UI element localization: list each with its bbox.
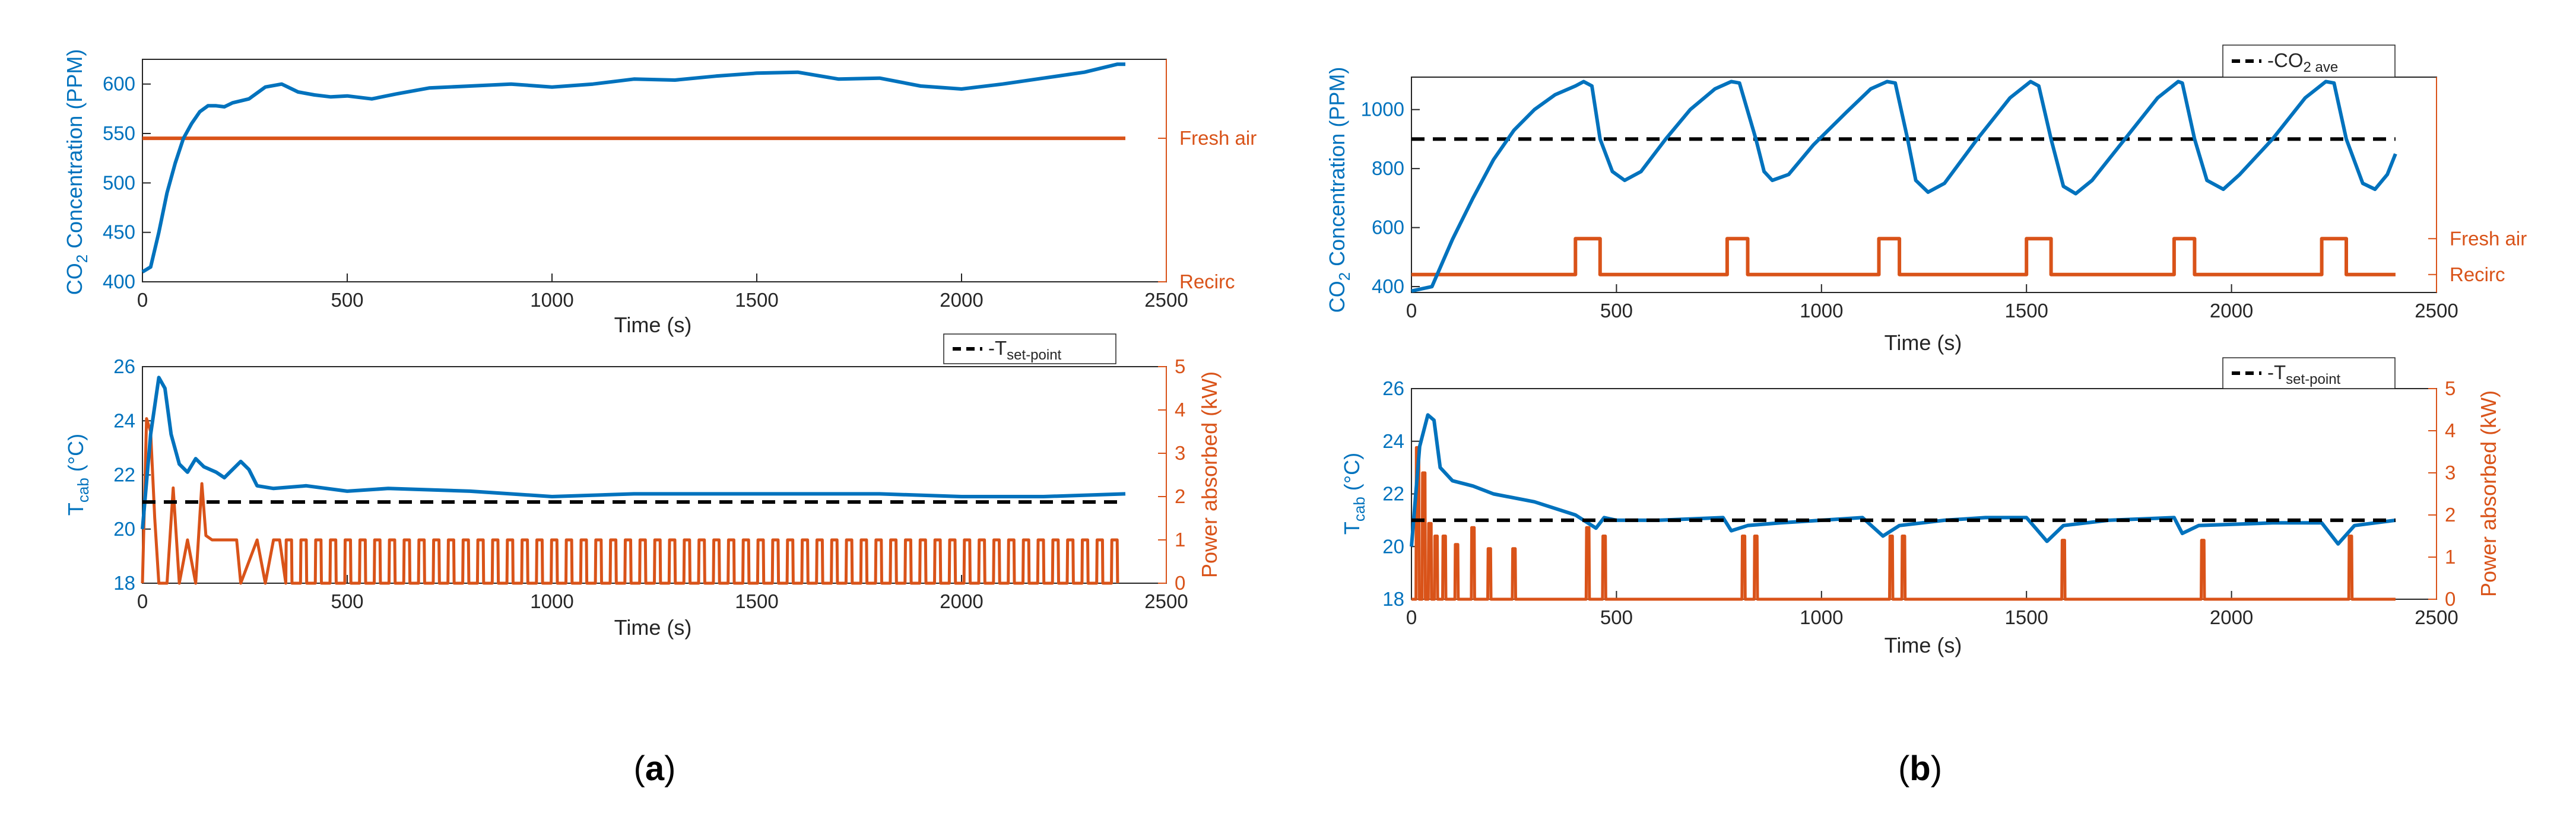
x-axis-label: Time (s): [1885, 330, 1962, 355]
x-tick-label: 2000: [2210, 606, 2253, 628]
x-tick-label: 2500: [1144, 289, 1188, 311]
axes-box: [1411, 388, 2437, 600]
x-tick-label: 2500: [2415, 300, 2458, 322]
y-tick-label: 450: [103, 221, 135, 243]
legend-average-label: -CO2 ave: [2267, 49, 2338, 75]
cabin-temperature-line: [141, 376, 1126, 530]
y-tick-label: 22: [113, 464, 135, 486]
x-tick-label: 1000: [1800, 606, 1843, 628]
panel-a-bottom: 0 500 1000 1500 2000 2500 18 20 22 24 26 0 1 2 3 4 5 -Ts…: [64, 333, 1222, 640]
x-tick-label: 2000: [2210, 300, 2253, 322]
y-tick-label: 24: [113, 409, 135, 431]
right-y-tick-label: 3: [2445, 462, 2456, 484]
x-axis-label: Time (s): [1885, 633, 1962, 657]
x-tick-label: 2500: [1144, 590, 1188, 612]
ventilation-mode-line: [1411, 237, 2396, 276]
y-tick-label: 400: [103, 271, 135, 292]
legend-setpoint-label: -Tset-point: [988, 337, 1062, 363]
power-absorbed-line: [1411, 446, 2396, 601]
x-tick-label: 1000: [530, 289, 573, 311]
x-tick-label: 0: [137, 590, 148, 612]
y-axis-label: CO2 Concentration (PPM): [1325, 67, 1353, 313]
y-tick-label: 22: [1382, 483, 1404, 505]
y-tick-label: 18: [113, 572, 135, 594]
x-tick-label: 1000: [530, 590, 573, 612]
right-y-tick-label: 0: [2445, 588, 2456, 610]
right-y-tick-label: 0: [1175, 572, 1185, 594]
right-y-tick-label: 5: [1175, 355, 1185, 377]
right-y-tick-label: 3: [1175, 442, 1185, 464]
panel-b-top: 0 500 1000 1500 2000 2500 400 600 800 1000 Recirc F…: [1325, 44, 2527, 355]
x-tick-label: 1500: [735, 590, 778, 612]
co2-line: [141, 62, 1125, 274]
panel-b-bottom: 0 500 1000 1500 2000 2500 18 20 22 24 26 0 1 2 3 4 5 -Ts…: [1340, 357, 2501, 657]
y-tick-label: 550: [103, 122, 135, 144]
chart-marks: 0 500 1000 1500 2000 2500 400 450 500 550 600 Recir…: [103, 59, 1257, 311]
right-y-tick-label: 2: [1175, 485, 1185, 507]
y-tick-label: 26: [113, 355, 135, 377]
co2-line: [1411, 80, 2397, 293]
x-tick-label: 500: [331, 289, 363, 311]
right-y-tick-label: 5: [2445, 377, 2456, 399]
power-absorbed-line: [141, 417, 1119, 585]
right-y-tick-label: Recirc: [2450, 263, 2505, 285]
y-axis-label: CO2 Concentration (PPM): [62, 49, 91, 295]
right-y-tick-label: 1: [1175, 529, 1185, 551]
right-y-tick-label: Recirc: [1179, 271, 1235, 292]
y-tick-label: 600: [1372, 217, 1404, 239]
legend-setpoint-label: -Tset-point: [2267, 361, 2341, 387]
axes-box: [1411, 77, 2437, 293]
right-y-tick-label: Fresh air: [2450, 227, 2527, 249]
x-tick-label: 500: [1600, 606, 1633, 628]
y-tick-label: 24: [1382, 430, 1404, 452]
x-tick-label: 500: [331, 590, 363, 612]
right-y-tick-label: 4: [2445, 419, 2456, 441]
y-tick-label: 18: [1382, 588, 1404, 610]
right-y-tick-label: 2: [2445, 504, 2456, 526]
right-y-axis-label: Power absorbed (kW): [2476, 390, 2501, 597]
x-tick-label: 2000: [940, 590, 983, 612]
x-tick-label: 1000: [1800, 300, 1843, 322]
caption-b: (b): [1898, 749, 1942, 788]
x-tick-label: 2000: [940, 289, 983, 311]
panel-a-top: 0 500 1000 1500 2000 2500 400 450 500 550 600 Recir…: [62, 49, 1257, 337]
y-tick-label: 600: [103, 73, 135, 95]
y-tick-label: 800: [1372, 157, 1404, 179]
right-y-tick-label: 1: [2445, 546, 2456, 568]
y-tick-label: 500: [103, 171, 135, 193]
y-tick-label: 400: [1372, 275, 1404, 297]
y-tick-label: 26: [1382, 377, 1404, 399]
x-tick-label: 1500: [2004, 300, 2048, 322]
chart-marks: 0 500 1000 1500 2000 2500 18 20 22 24 26 0 1 2 3 4 5: [1382, 377, 2458, 628]
y-tick-label: 20: [1382, 535, 1404, 557]
x-tick-label: 0: [1406, 300, 1417, 322]
x-tick-label: 500: [1600, 300, 1633, 322]
x-tick-label: 0: [1406, 606, 1417, 628]
y-axis-label: Tcab (°C): [1340, 453, 1368, 535]
x-tick-label: 1500: [2004, 606, 2048, 628]
chart-marks: 0 500 1000 1500 2000 2500 18 20 22 24 26 0 1 2 3 4 5: [113, 355, 1188, 612]
right-y-tick-label: 4: [1175, 399, 1185, 421]
x-tick-label: 1500: [735, 289, 778, 311]
x-tick-label: 0: [137, 289, 148, 311]
y-axis-label: Tcab (°C): [64, 434, 92, 516]
y-tick-label: 1000: [1361, 98, 1404, 120]
x-axis-label: Time (s): [614, 313, 692, 337]
x-axis-label: Time (s): [614, 615, 692, 640]
chart-marks: 0 500 1000 1500 2000 2500 400 600 800 1000 Recirc F…: [1361, 77, 2527, 322]
caption-a: (a): [634, 749, 676, 788]
x-tick-label: 2500: [2415, 606, 2458, 628]
right-y-axis-label: Power absorbed (kW): [1197, 371, 1222, 578]
y-tick-label: 20: [113, 518, 135, 540]
right-y-tick-label: Fresh air: [1179, 127, 1257, 149]
